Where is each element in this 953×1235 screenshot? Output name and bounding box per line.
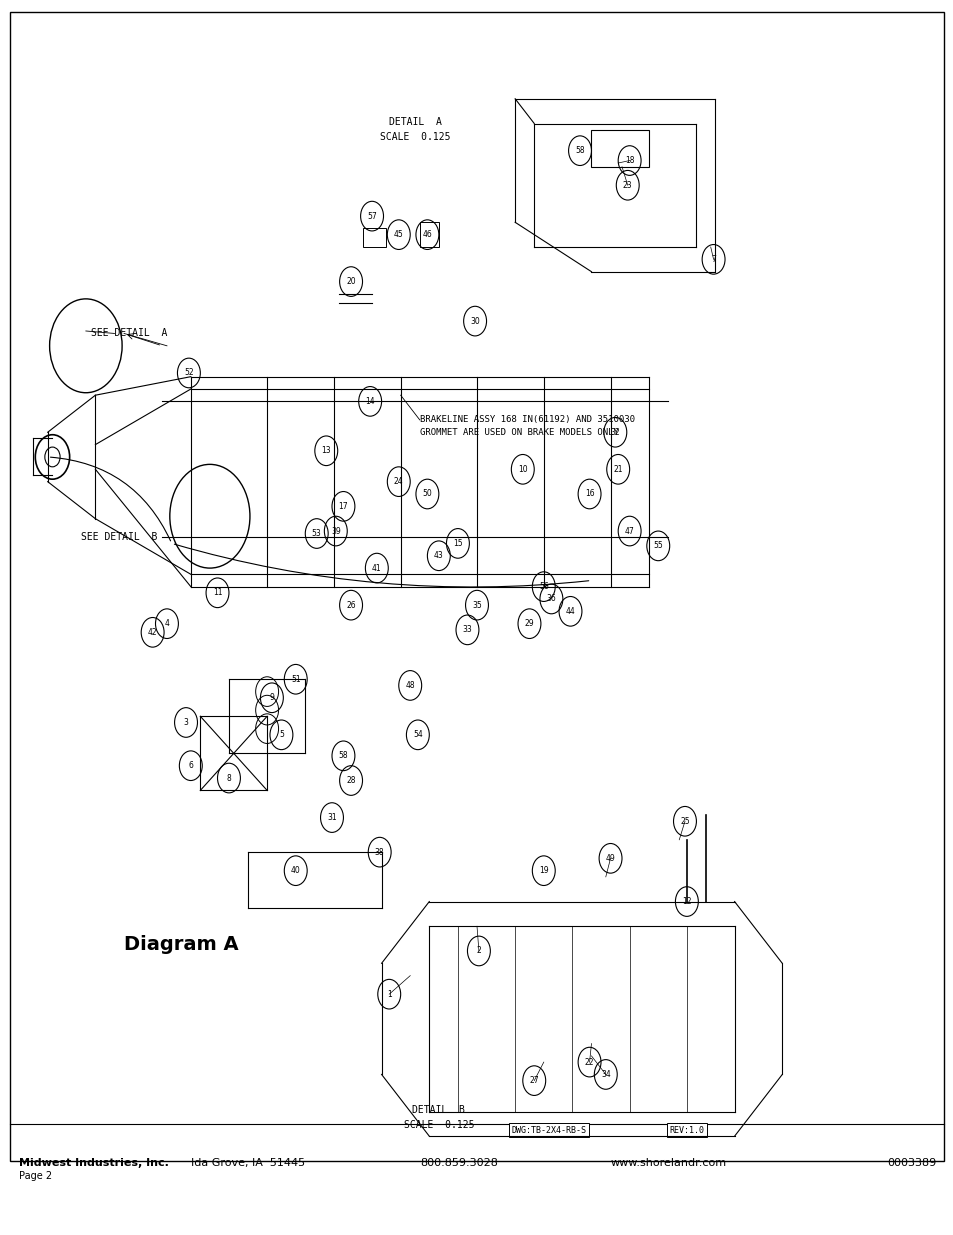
Text: BRAKELINE ASSY 168 IN(61192) AND 3510030
GROMMET ARE USED ON BRAKE MODELS ONLY: BRAKELINE ASSY 168 IN(61192) AND 3510030… xyxy=(419,415,634,437)
Text: 6: 6 xyxy=(188,761,193,771)
Text: 48: 48 xyxy=(405,680,415,690)
Text: 46: 46 xyxy=(422,230,432,240)
Text: DETAIL  B
SCALE  0.125: DETAIL B SCALE 0.125 xyxy=(403,1105,474,1130)
Text: 20: 20 xyxy=(346,277,355,287)
Text: Diagram A: Diagram A xyxy=(124,935,238,955)
Text: 26: 26 xyxy=(346,600,355,610)
Text: 0003389: 0003389 xyxy=(886,1158,936,1168)
Text: 36: 36 xyxy=(546,594,556,604)
Text: 25: 25 xyxy=(679,816,689,826)
Text: 40: 40 xyxy=(291,866,300,876)
Text: 12: 12 xyxy=(681,897,691,906)
Text: 19: 19 xyxy=(538,866,548,876)
Text: 38: 38 xyxy=(375,847,384,857)
Text: 58: 58 xyxy=(575,146,584,156)
Text: 51: 51 xyxy=(291,674,300,684)
Text: 17: 17 xyxy=(338,501,348,511)
Text: 21: 21 xyxy=(613,464,622,474)
Text: 43: 43 xyxy=(434,551,443,561)
Text: 54: 54 xyxy=(413,730,422,740)
Text: 800.859.3028: 800.859.3028 xyxy=(419,1158,497,1168)
Text: 53: 53 xyxy=(312,529,321,538)
Text: 30: 30 xyxy=(470,316,479,326)
Text: 47: 47 xyxy=(624,526,634,536)
Text: Ida Grove, IA  51445: Ida Grove, IA 51445 xyxy=(191,1158,305,1168)
Text: 18: 18 xyxy=(624,156,634,165)
Text: 7: 7 xyxy=(710,254,716,264)
Text: 27: 27 xyxy=(529,1076,538,1086)
Text: 24: 24 xyxy=(394,477,403,487)
Text: Midwest Industries, Inc.: Midwest Industries, Inc. xyxy=(19,1158,169,1168)
Text: 34: 34 xyxy=(600,1070,610,1079)
Text: 45: 45 xyxy=(394,230,403,240)
Text: 52: 52 xyxy=(184,368,193,378)
Text: 8: 8 xyxy=(227,773,231,783)
Text: 3: 3 xyxy=(183,718,189,727)
Bar xyxy=(419,222,438,247)
Text: 56: 56 xyxy=(538,582,548,592)
Text: 5: 5 xyxy=(278,730,284,740)
Bar xyxy=(591,130,648,167)
Text: 4: 4 xyxy=(164,619,170,629)
Text: 22: 22 xyxy=(584,1057,594,1067)
Text: DETAIL  A
SCALE  0.125: DETAIL A SCALE 0.125 xyxy=(379,117,450,142)
Text: 55: 55 xyxy=(653,541,662,551)
Text: REV:1.0: REV:1.0 xyxy=(669,1125,703,1135)
Text: 28: 28 xyxy=(346,776,355,785)
Text: SEE DETAIL  A: SEE DETAIL A xyxy=(91,329,167,338)
Text: 49: 49 xyxy=(605,853,615,863)
Text: 14: 14 xyxy=(365,396,375,406)
Text: 13: 13 xyxy=(321,446,331,456)
Text: 31: 31 xyxy=(327,813,336,823)
Text: 33: 33 xyxy=(462,625,472,635)
Text: 16: 16 xyxy=(584,489,594,499)
Text: 50: 50 xyxy=(422,489,432,499)
Text: 41: 41 xyxy=(372,563,381,573)
Text: 32: 32 xyxy=(610,427,619,437)
Text: DWG:TB-2X4-RB-S: DWG:TB-2X4-RB-S xyxy=(511,1125,585,1135)
Text: www.shorelandr.com: www.shorelandr.com xyxy=(610,1158,726,1168)
Text: 1: 1 xyxy=(387,989,391,999)
Text: 58: 58 xyxy=(338,751,348,761)
Text: 15: 15 xyxy=(453,538,462,548)
Bar xyxy=(362,228,386,247)
Text: 57: 57 xyxy=(367,211,376,221)
Text: 10: 10 xyxy=(517,464,527,474)
Text: Page 2: Page 2 xyxy=(19,1171,52,1181)
Text: 23: 23 xyxy=(622,180,632,190)
Text: 44: 44 xyxy=(565,606,575,616)
Text: 11: 11 xyxy=(213,588,222,598)
Text: 9: 9 xyxy=(269,693,274,703)
Text: 35: 35 xyxy=(472,600,481,610)
Text: 42: 42 xyxy=(148,627,157,637)
Text: 2: 2 xyxy=(476,946,480,956)
Text: 29: 29 xyxy=(524,619,534,629)
Text: 39: 39 xyxy=(331,526,340,536)
Text: SEE DETAIL  B: SEE DETAIL B xyxy=(81,532,157,542)
